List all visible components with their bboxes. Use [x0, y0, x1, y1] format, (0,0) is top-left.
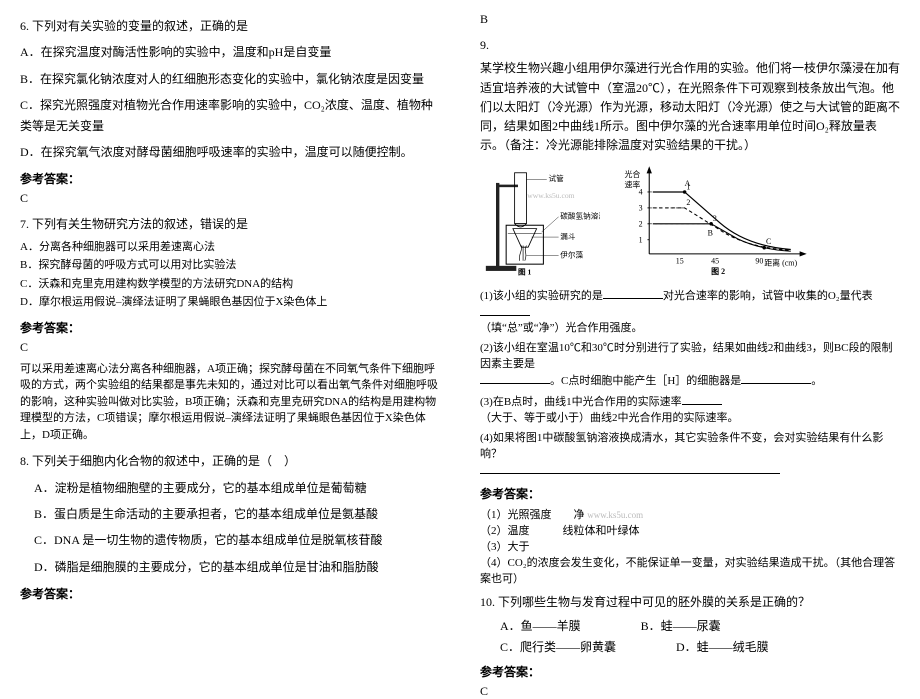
svg-text:2: 2 [639, 220, 643, 229]
q10-stem: 10. 下列哪些生物与发育过程中可见的胚外膜的关系是正确的？ [480, 592, 900, 612]
q7-opt-a: A．分离各种细胞器可以采用差速离心法 [20, 239, 440, 256]
q9-part1: (1)该小组的实验研究的是 对光合速率的影响，试管中收集的O₂量代表 [480, 286, 900, 319]
q9-ans1: （1）光照强度 净 www.ks5u.com [480, 506, 900, 522]
svg-text:2: 2 [686, 199, 690, 208]
q9-p2b-text: 。C点时细胞中能产生［H］的细胞器是 [550, 375, 741, 387]
q7-opt-c: C．沃森和克里克用建构数学模型的方法研究DNA的结构 [20, 276, 440, 293]
q9-figures: 试管 www.ks5u.com 碳酸氢钠溶液 漏斗 伊尔藻 图 1 [480, 161, 900, 280]
q9-part1c: （填“总”或“净”）光合作用强度。 [480, 319, 900, 335]
svg-text:3: 3 [639, 204, 643, 213]
fig2-xlabel: 距离 (cm) [764, 258, 797, 268]
q7-explanation: 可以采用差速离心法分离各种细胞器，A项正确；探究酵母菌在不同氧气条件下细胞呼吸的… [20, 361, 440, 444]
q9-num: 9. [480, 35, 900, 55]
svg-text:C: C [766, 237, 771, 246]
q9-ref-title: 参考答案： [480, 485, 900, 502]
q10-opt-a: A．鱼——羊膜 [500, 617, 581, 634]
q9-a1-watermark: www.ks5u.com [587, 510, 643, 520]
q6-opt-c: C．探究光照强度对植物光合作用速率影响的实验中，CO₂浓度、温度、植物种类等是无… [20, 95, 440, 136]
q9-part4: (4)如果将图1中碳酸氢钠溶液换成清水，其它实验条件不变，会对实验结果有什么影响… [480, 429, 900, 461]
fig1-label-tube: 试管 [548, 174, 564, 184]
q8-stem: 8. 下列关于细胞内化合物的叙述中，正确的是（ ） [20, 451, 440, 471]
q7-opt-d: D．摩尔根运用假说–演绎法证明了果蝇眼色基因位于X染色体上 [20, 294, 440, 311]
q6-opt-d: D．在探究氧气浓度对酵母菌细胞呼吸速率的实验中，温度可以随便控制。 [20, 142, 440, 162]
q9-part4-blank [480, 461, 900, 477]
q6-opt-b: B．在探究氯化钠浓度对人的红细胞形态变化的实验中，氯化钠浓度是因变量 [20, 69, 440, 89]
q9-p2c: 。 [811, 375, 822, 387]
q8-opt-b: B．蛋白质是生命活动的主要承担者，它的基本组成单位是氨基酸 [34, 504, 440, 524]
fig2-ylabel2: 速率 [624, 180, 640, 190]
fig1-caption: 图 1 [518, 268, 532, 277]
q10-ref-title: 参考答案： [480, 663, 900, 680]
q6-answer: C [20, 191, 440, 206]
svg-text:A: A [685, 179, 691, 188]
q10-row2: C．爬行类——卵黄囊 D．蛙——绒毛膜 [500, 638, 900, 655]
q9-stem: 某学校生物兴趣小组用伊尔藻进行光合作用的实验。他们将一枝伊尔藻浸在加有适宜培养液… [480, 59, 900, 155]
svg-text:3: 3 [713, 214, 717, 223]
svg-text:B: B [708, 229, 713, 238]
q9-part3: (3)在B点时，曲线1中光合作用的实际速率 [480, 392, 900, 409]
q8-opt-a: A．淀粉是植物细胞壁的主要成分，它的基本组成单位是葡萄糖 [34, 478, 440, 498]
right-column: B 9. 某学校生物兴趣小组用伊尔藻进行光合作用的实验。他们将一枝伊尔藻浸在加有… [460, 0, 920, 651]
q8-answer: B [480, 12, 900, 27]
q9-part2b: 。C点时细胞中能产生［H］的细胞器是 。 [480, 371, 900, 388]
q9-part3b: （大于、等于或小于）曲线2中光合作用的实际速率。 [480, 409, 900, 425]
q9-ans4: （4）CO₂的浓度会发生变化，不能保证单一变量，对实验结果造成干扰。（其他合理答… [480, 554, 900, 586]
q10-answer: C [480, 684, 900, 699]
figure-2-svg: 1 2 3 4 15 45 90 [620, 161, 820, 276]
fig1-label-sol: 碳酸氢钠溶液 [560, 211, 600, 221]
q7-ref-title: 参考答案： [20, 319, 440, 336]
fig2-caption: 图 2 [711, 268, 725, 277]
figure-1: 试管 www.ks5u.com 碳酸氢钠溶液 漏斗 伊尔藻 图 1 [480, 166, 600, 280]
svg-text:15: 15 [676, 257, 684, 266]
page: 6. 下列对有关实验的变量的叙述，正确的是 A．在探究温度对酶活性影响的实验中，… [0, 0, 920, 651]
q9-p3a: (3)在B点时，曲线1中光合作用的实际速率 [480, 396, 682, 408]
q6-opt-a: A．在探究温度对酶活性影响的实验中，温度和pH是自变量 [20, 42, 440, 62]
q9-ans3: （3）大于 [480, 538, 900, 554]
q10-row1: A．鱼——羊膜 B．蛙——尿囊 [500, 617, 900, 634]
left-column: 6. 下列对有关实验的变量的叙述，正确的是 A．在探究温度对酶活性影响的实验中，… [0, 0, 460, 651]
q8-ref-title: 参考答案： [20, 585, 440, 602]
fig1-label-plant: 伊尔藻 [560, 250, 583, 260]
q6-stem: 6. 下列对有关实验的变量的叙述，正确的是 [20, 16, 440, 36]
q8-opt-c: C．DNA 是一切生物的遗传物质，它的基本组成单位是脱氧核苷酸 [34, 530, 440, 550]
svg-text:45: 45 [711, 257, 719, 266]
q6-ref-title: 参考答案： [20, 170, 440, 187]
q9-p1b: 对光合速率的影响，试管中收集的O₂量代表 [663, 290, 873, 302]
q10-opt-d: D．蛙——绒毛膜 [676, 638, 769, 655]
q8-opt-d: D．磷脂是细胞膜的主要成分，它的基本组成单位是甘油和脂肪酸 [34, 557, 440, 577]
figure-1-svg: 试管 www.ks5u.com 碳酸氢钠溶液 漏斗 伊尔藻 图 1 [480, 166, 600, 276]
q9-p2a: (2)该小组在室温10℃和30℃时分别进行了实验，结果如曲线2和曲线3，则BC段… [480, 342, 893, 370]
q10-opt-b: B．蛙——尿囊 [641, 617, 721, 634]
fig2-ylabel1: 光合 [624, 169, 640, 179]
fig1-watermark: www.ks5u.com [527, 191, 574, 200]
q9-ans2: （2）温度 线粒体和叶绿体 [480, 522, 900, 538]
q9-a1-text: （1）光照强度 净 [480, 509, 585, 521]
q9-p1a: (1)该小组的实验研究的是 [480, 290, 603, 302]
fig1-label-funnel: 漏斗 [560, 231, 576, 241]
q10-opt-c: C．爬行类——卵黄囊 [500, 638, 616, 655]
svg-text:1: 1 [639, 236, 643, 245]
q7-answer: C [20, 340, 440, 355]
q9-part2: (2)该小组在室温10℃和30℃时分别进行了实验，结果如曲线2和曲线3，则BC段… [480, 339, 900, 371]
q7-opt-b: B．探究酵母菌的呼吸方式可以用对比实验法 [20, 257, 440, 274]
svg-text:90: 90 [755, 257, 763, 266]
figure-2: 1 2 3 4 15 45 90 [620, 161, 800, 280]
q7-stem: 7. 下列有关生物研究方法的叙述，错误的是 [20, 214, 440, 234]
